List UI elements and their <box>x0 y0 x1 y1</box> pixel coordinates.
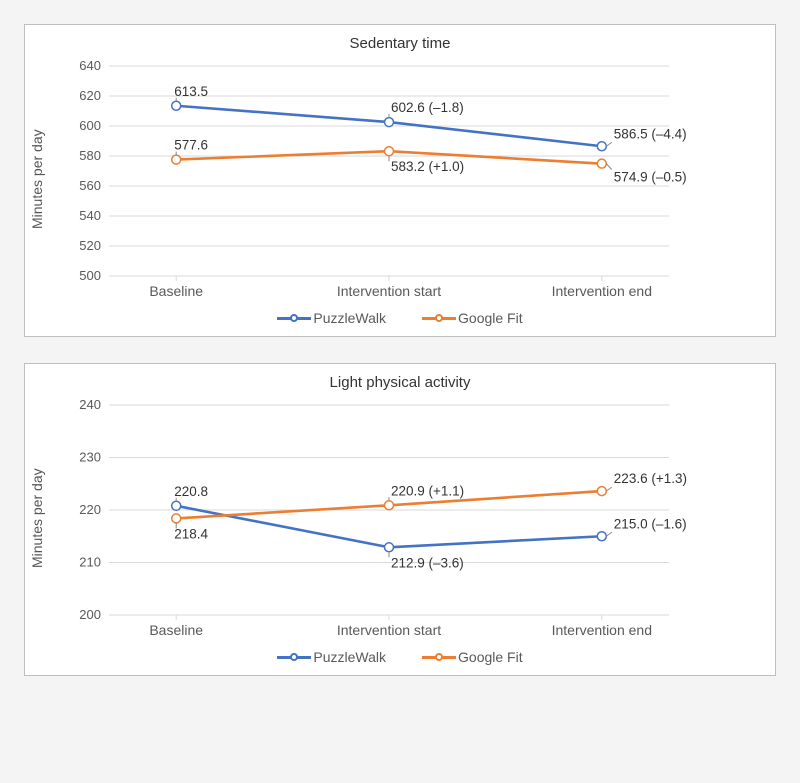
label-leader <box>606 142 612 146</box>
data-label: 215.0 (–1.6) <box>614 516 687 531</box>
y-tick-label: 540 <box>79 208 101 223</box>
y-tick-label: 600 <box>79 118 101 133</box>
series-marker <box>597 532 606 541</box>
chart-card-light-pa: Light physical activityMinutes per day20… <box>24 363 776 676</box>
series-marker <box>597 142 606 151</box>
x-category-label: Intervention start <box>337 283 441 299</box>
series-marker <box>172 155 181 164</box>
y-axis-label: Minutes per day <box>25 391 49 645</box>
plot-wrap: Minutes per day 200 210 220 230 240 Baseline In… <box>25 391 775 645</box>
legend-item: Google Fit <box>422 649 523 665</box>
legend-label: PuzzleWalk <box>313 649 386 665</box>
legend-swatch-icon <box>422 311 456 325</box>
x-category-label: Baseline <box>149 283 203 299</box>
series-marker <box>597 487 606 496</box>
y-tick-label: 200 <box>79 607 101 622</box>
x-category-label: Intervention end <box>552 622 652 638</box>
legend-item: PuzzleWalk <box>277 310 386 326</box>
y-tick-label: 500 <box>79 268 101 283</box>
series-marker <box>385 501 394 510</box>
y-axis-label: Minutes per day <box>25 52 49 306</box>
legend-label: Google Fit <box>458 649 523 665</box>
data-label: 220.8 <box>174 484 208 499</box>
data-label: 613.5 <box>174 84 208 99</box>
legend: PuzzleWalk Google Fit <box>25 645 775 675</box>
data-label: 212.9 (–3.6) <box>391 555 464 570</box>
plot-area: 200 210 220 230 240 Baseline Intervention star… <box>49 391 775 645</box>
series-marker <box>385 543 394 552</box>
plot-area: 500 520 540 560 580 600 620 640 Baseline Interven… <box>49 52 775 306</box>
legend: PuzzleWalk Google Fit <box>25 306 775 336</box>
legend-swatch-icon <box>277 650 311 664</box>
chart-title: Sedentary time <box>25 25 775 52</box>
y-tick-label: 640 <box>79 58 101 73</box>
label-leader <box>606 487 612 491</box>
data-label: 602.6 (–1.8) <box>391 100 464 115</box>
y-tick-label: 220 <box>79 502 101 517</box>
chart-card-sedentary: Sedentary timeMinutes per day 500 520 540 56… <box>24 24 776 337</box>
legend-item: PuzzleWalk <box>277 649 386 665</box>
data-label: 586.5 (–4.4) <box>614 126 687 141</box>
data-label: 577.6 <box>174 138 208 153</box>
x-category-label: Intervention end <box>552 283 652 299</box>
y-tick-label: 580 <box>79 148 101 163</box>
legend-swatch-icon <box>422 650 456 664</box>
y-tick-label: 620 <box>79 88 101 103</box>
series-marker <box>597 159 606 168</box>
data-label: 220.9 (+1.1) <box>391 483 464 498</box>
y-tick-label: 230 <box>79 450 101 465</box>
series-marker <box>385 147 394 156</box>
x-category-label: Intervention start <box>337 622 441 638</box>
label-leader <box>606 164 612 170</box>
legend-label: PuzzleWalk <box>313 310 386 326</box>
series-marker <box>385 118 394 127</box>
data-label: 583.2 (+1.0) <box>391 159 464 174</box>
data-label: 574.9 (–0.5) <box>614 170 687 185</box>
plot-wrap: Minutes per day 500 520 540 560 580 600 620 640 B… <box>25 52 775 306</box>
x-category-label: Baseline <box>149 622 203 638</box>
series-marker <box>172 514 181 523</box>
label-leader <box>606 532 612 536</box>
y-tick-label: 240 <box>79 397 101 412</box>
series-marker <box>172 101 181 110</box>
legend-swatch-icon <box>277 311 311 325</box>
legend-item: Google Fit <box>422 310 523 326</box>
y-tick-label: 560 <box>79 178 101 193</box>
data-label: 223.6 (+1.3) <box>614 471 687 486</box>
chart-stack: Sedentary timeMinutes per day50052054056… <box>24 24 776 676</box>
y-tick-label: 210 <box>79 555 101 570</box>
legend-label: Google Fit <box>458 310 523 326</box>
data-label: 218.4 <box>174 526 208 541</box>
chart-title: Light physical activity <box>25 364 775 391</box>
series-line-puzzlewalk <box>176 506 602 547</box>
y-tick-label: 520 <box>79 238 101 253</box>
series-marker <box>172 501 181 510</box>
